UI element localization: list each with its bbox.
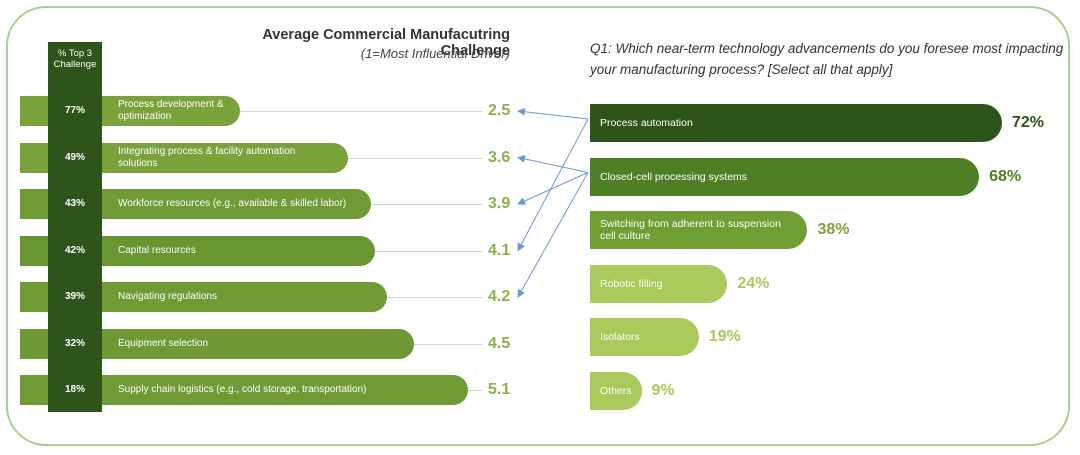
technology-bar [590, 318, 699, 356]
technology-label: Isolators [600, 331, 640, 343]
challenge-label: Equipment selection [118, 337, 209, 349]
average-rank: 4.2 [488, 288, 511, 305]
technology-bar [590, 264, 728, 303]
technology-percent: 19% [708, 328, 741, 345]
leader-line [375, 250, 482, 252]
technology-percent: 9% [651, 381, 675, 399]
challenge-label: Navigating regulations [118, 291, 217, 302]
column-header-line-2: Challenge [53, 59, 97, 70]
left-chart-subtitle: (1=Most Influential Driver) [360, 46, 510, 61]
challenge-percent: 49% [64, 151, 85, 163]
technology-label: Closed-cell processing systems [600, 170, 748, 183]
challenge-percent: 42% [64, 244, 85, 256]
link-arrow [517, 172, 589, 298]
leader-line [348, 157, 482, 159]
left-chart-title: Average Commercial Manufacutring Challen… [262, 27, 510, 59]
leader-line [240, 111, 482, 112]
challenge-label: Integrating process & facility automatio… [118, 145, 296, 169]
leader-line [371, 204, 482, 205]
challenge-label: Capital resources [118, 244, 196, 256]
challenge-label: Process development & optimization [118, 99, 224, 122]
technology-bar [590, 157, 980, 196]
link-arrow [517, 172, 589, 205]
average-rank: 4.1 [488, 241, 511, 259]
technology-percent: 72% [1012, 114, 1045, 131]
average-rank: 3.9 [488, 195, 511, 212]
link-arrow [517, 107, 589, 120]
challenge-percent: 32% [64, 337, 85, 349]
link-arrow [517, 155, 589, 173]
right-chart-question: Q1: Which near-term technology advanceme… [590, 41, 1064, 77]
average-rank: 4.5 [488, 334, 511, 352]
technology-label: Others [600, 384, 632, 397]
challenge-percent: 77% [64, 105, 85, 116]
column-header-line-1: % Top 3 [57, 48, 93, 59]
technology-label: Robotic filling [600, 277, 663, 290]
leader-line [386, 297, 482, 298]
challenge-percent: 43% [64, 198, 85, 209]
technology-label: Switching from adherent to suspension ce… [600, 218, 781, 242]
technology-bar [590, 371, 642, 410]
top3-column-header: % Top 3 Challenge [48, 48, 102, 70]
link-arrow [517, 118, 589, 252]
leader-line [413, 343, 482, 345]
technology-percent: 68% [989, 167, 1022, 185]
technology-percent: 24% [737, 274, 770, 292]
average-rank: 3.6 [488, 148, 511, 166]
average-rank: 5.1 [488, 381, 511, 398]
challenge-label: Workforce resources (e.g., available & s… [118, 198, 347, 209]
technology-bar [590, 104, 1002, 142]
technology-label: Process automation [600, 117, 693, 129]
average-rank: 2.5 [488, 102, 511, 119]
challenge-percent: 18% [64, 384, 85, 395]
technology-bar [590, 211, 808, 249]
leader-line [468, 390, 482, 391]
chart-frame [6, 6, 1070, 446]
challenge-label: Supply chain logistics (e.g., cold stora… [118, 384, 367, 395]
top3-column-band [48, 42, 102, 412]
technology-percent: 38% [817, 221, 850, 238]
challenge-percent: 39% [64, 291, 85, 302]
